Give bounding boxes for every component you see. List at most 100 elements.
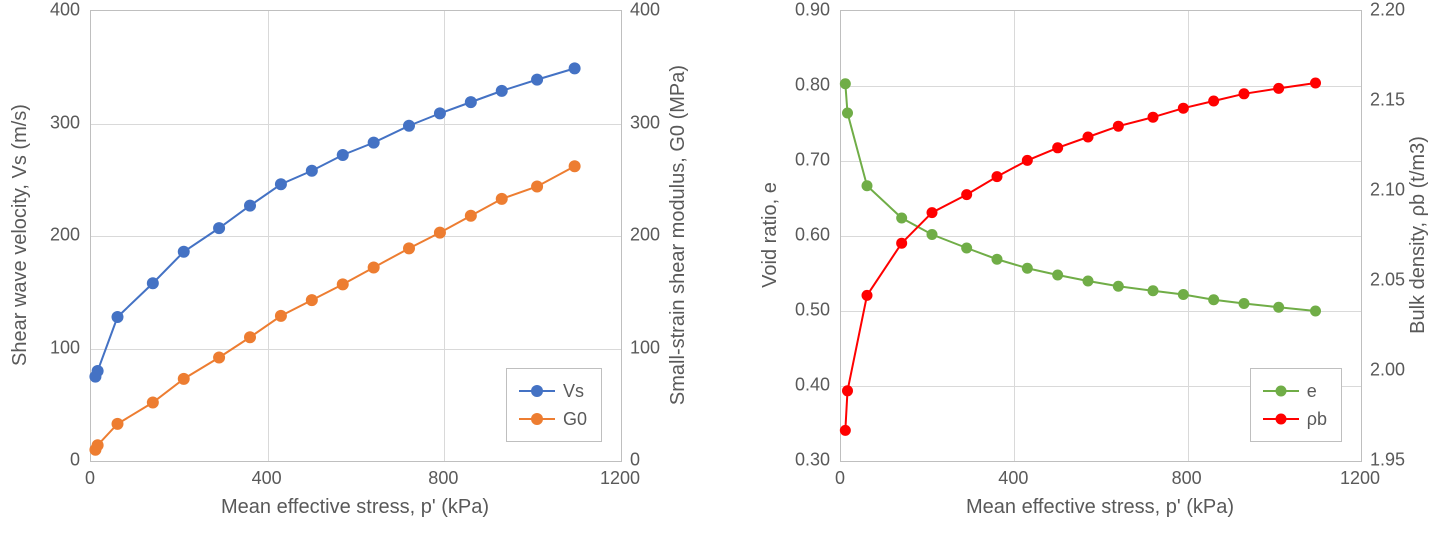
y-right-tick-label: 300 bbox=[630, 112, 660, 133]
legend-swatch bbox=[519, 418, 555, 420]
y-right-axis-title: Bulk density, ρb (t/m3) bbox=[1407, 10, 1430, 460]
series-e-marker bbox=[1022, 263, 1033, 274]
series-g0-marker bbox=[403, 242, 415, 254]
series-rhob-marker bbox=[842, 385, 853, 396]
series-g0-marker bbox=[306, 294, 318, 306]
y-right-tick-label: 400 bbox=[630, 0, 660, 21]
series-vs-marker bbox=[496, 85, 508, 97]
series-e-marker bbox=[862, 180, 873, 191]
series-rhob-line bbox=[845, 83, 1315, 430]
series-e-marker bbox=[961, 243, 972, 254]
series-g0-line bbox=[95, 166, 574, 450]
series-vs-marker bbox=[92, 365, 104, 377]
series-vs-marker bbox=[244, 200, 256, 212]
y-right-tick-label: 0 bbox=[630, 450, 640, 471]
y-left-tick-label: 0.70 bbox=[795, 150, 830, 171]
series-g0-marker bbox=[213, 352, 225, 364]
series-g0-marker bbox=[531, 181, 543, 193]
legend-label: G0 bbox=[563, 409, 587, 430]
series-rhob-marker bbox=[1208, 96, 1219, 107]
series-e-marker bbox=[896, 213, 907, 224]
x-tick-label: 1200 bbox=[600, 468, 640, 489]
legend-marker-icon bbox=[531, 385, 543, 397]
series-e-marker bbox=[840, 78, 851, 89]
series-e-marker bbox=[842, 108, 853, 119]
series-rhob-marker bbox=[961, 189, 972, 200]
series-rhob-marker bbox=[1273, 83, 1284, 94]
x-tick-label: 1200 bbox=[1340, 468, 1380, 489]
series-rhob-marker bbox=[1022, 155, 1033, 166]
series-vs-marker bbox=[465, 96, 477, 108]
series-vs-marker bbox=[569, 62, 581, 74]
x-axis-title: Mean effective stress, p' (kPa) bbox=[840, 496, 1360, 519]
legend-swatch bbox=[1263, 390, 1299, 392]
series-g0-marker bbox=[496, 193, 508, 205]
y-right-tick-label: 2.15 bbox=[1370, 90, 1405, 111]
series-vs-marker bbox=[178, 246, 190, 258]
series-vs-marker bbox=[112, 311, 124, 323]
series-e-marker bbox=[1208, 294, 1219, 305]
y-right-tick-label: 2.20 bbox=[1370, 0, 1405, 21]
series-rhob-marker bbox=[1113, 121, 1124, 132]
series-vs-marker bbox=[434, 107, 446, 119]
legend-label: e bbox=[1307, 381, 1317, 402]
legend-swatch bbox=[519, 390, 555, 392]
series-vs-line bbox=[95, 68, 574, 376]
series-g0-marker bbox=[569, 160, 581, 172]
y-right-tick-label: 200 bbox=[630, 225, 660, 246]
series-e-marker bbox=[1273, 302, 1284, 313]
series-g0-marker bbox=[337, 278, 349, 290]
series-e-marker bbox=[1113, 281, 1124, 292]
y-right-tick-label: 2.10 bbox=[1370, 180, 1405, 201]
series-rhob-marker bbox=[862, 290, 873, 301]
y-left-axis-title: Void ratio, e bbox=[759, 10, 782, 460]
legend-marker-icon bbox=[1275, 386, 1286, 397]
y-left-tick-label: 0.60 bbox=[795, 225, 830, 246]
series-rhob-marker bbox=[1178, 103, 1189, 114]
x-tick-label: 0 bbox=[85, 468, 95, 489]
y-left-tick-label: 0.80 bbox=[795, 75, 830, 96]
series-e-marker bbox=[1310, 306, 1321, 317]
series-vs-marker bbox=[368, 137, 380, 149]
y-right-tick-label: 100 bbox=[630, 337, 660, 358]
series-e-marker bbox=[927, 229, 938, 240]
series-rhob-marker bbox=[992, 171, 1003, 182]
y-left-tick-label: 400 bbox=[50, 0, 80, 21]
series-vs-marker bbox=[337, 149, 349, 161]
legend-item: ρb bbox=[1263, 405, 1327, 433]
series-rhob-marker bbox=[1239, 88, 1250, 99]
series-e-marker bbox=[1083, 276, 1094, 287]
figure: 0400800120001002003004000100200300400Mea… bbox=[0, 0, 1448, 560]
right-legend: e ρb bbox=[1250, 368, 1342, 442]
series-vs-marker bbox=[213, 222, 225, 234]
series-rhob-marker bbox=[1310, 78, 1321, 89]
series-e-line bbox=[845, 84, 1315, 311]
series-g0-marker bbox=[275, 310, 287, 322]
series-rhob-marker bbox=[1083, 132, 1094, 143]
series-vs-marker bbox=[403, 120, 415, 132]
legend-label: ρb bbox=[1307, 409, 1327, 430]
series-e-marker bbox=[1178, 289, 1189, 300]
series-g0-marker bbox=[368, 262, 380, 274]
x-tick-label: 800 bbox=[1172, 468, 1202, 489]
y-left-tick-label: 0.50 bbox=[795, 300, 830, 321]
y-left-tick-label: 0.90 bbox=[795, 0, 830, 21]
x-tick-label: 400 bbox=[998, 468, 1028, 489]
x-tick-label: 0 bbox=[835, 468, 845, 489]
x-tick-label: 800 bbox=[428, 468, 458, 489]
y-left-tick-label: 0.30 bbox=[795, 450, 830, 471]
y-left-tick-label: 200 bbox=[50, 225, 80, 246]
x-tick-label: 400 bbox=[252, 468, 282, 489]
y-left-axis-title: Shear wave velocity, Vs (m/s) bbox=[9, 10, 32, 460]
y-right-tick-label: 2.00 bbox=[1370, 360, 1405, 381]
series-e-marker bbox=[1052, 270, 1063, 281]
series-e-marker bbox=[992, 254, 1003, 265]
series-g0-marker bbox=[92, 439, 104, 451]
y-right-tick-label: 2.05 bbox=[1370, 270, 1405, 291]
left-legend: VsG0 bbox=[506, 368, 602, 442]
series-vs-marker bbox=[275, 178, 287, 190]
legend-marker-icon bbox=[531, 413, 543, 425]
legend-item: G0 bbox=[519, 405, 587, 433]
y-left-tick-label: 0 bbox=[70, 450, 80, 471]
y-left-tick-label: 0.40 bbox=[795, 375, 830, 396]
